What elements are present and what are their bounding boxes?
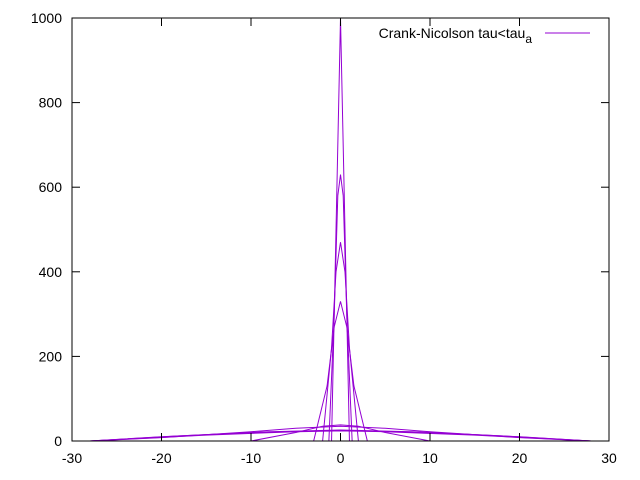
series-line-1 <box>331 17 350 442</box>
series-line-4 <box>313 301 368 442</box>
series-line-8 <box>89 429 592 442</box>
legend: Crank-Nicolson tau<taua <box>379 25 590 46</box>
x-tick-label: -20 <box>151 450 171 466</box>
series-layer <box>89 17 592 442</box>
x-tick-label: 0 <box>337 450 345 466</box>
y-tick-label: 0 <box>54 433 62 449</box>
y-tick-label: 1000 <box>31 10 62 26</box>
x-tick-label: 30 <box>601 450 617 466</box>
series-line-5 <box>250 424 431 442</box>
legend-label-main: Crank-Nicolson tau<tau <box>379 25 526 41</box>
series-line-9 <box>89 430 592 442</box>
axis-layer: -30 -20 -10 0 10 20 30 0 200 400 600 800 1000 <box>31 10 617 466</box>
x-tick-label: -30 <box>62 450 82 466</box>
legend-label-subscript: a <box>525 32 532 46</box>
series-line-2 <box>328 174 353 442</box>
series-line-3 <box>322 242 359 442</box>
y-tick-label: 200 <box>39 348 63 364</box>
y-tick-label: 600 <box>39 179 63 195</box>
plot-frame <box>71 17 610 442</box>
x-tick-label: 10 <box>422 450 438 466</box>
x-tick-label: 20 <box>512 450 528 466</box>
y-tick-label: 800 <box>39 95 63 111</box>
y-tick-label: 400 <box>39 264 63 280</box>
legend-label: Crank-Nicolson tau<taua <box>379 25 533 46</box>
x-tick-label: -10 <box>241 450 261 466</box>
